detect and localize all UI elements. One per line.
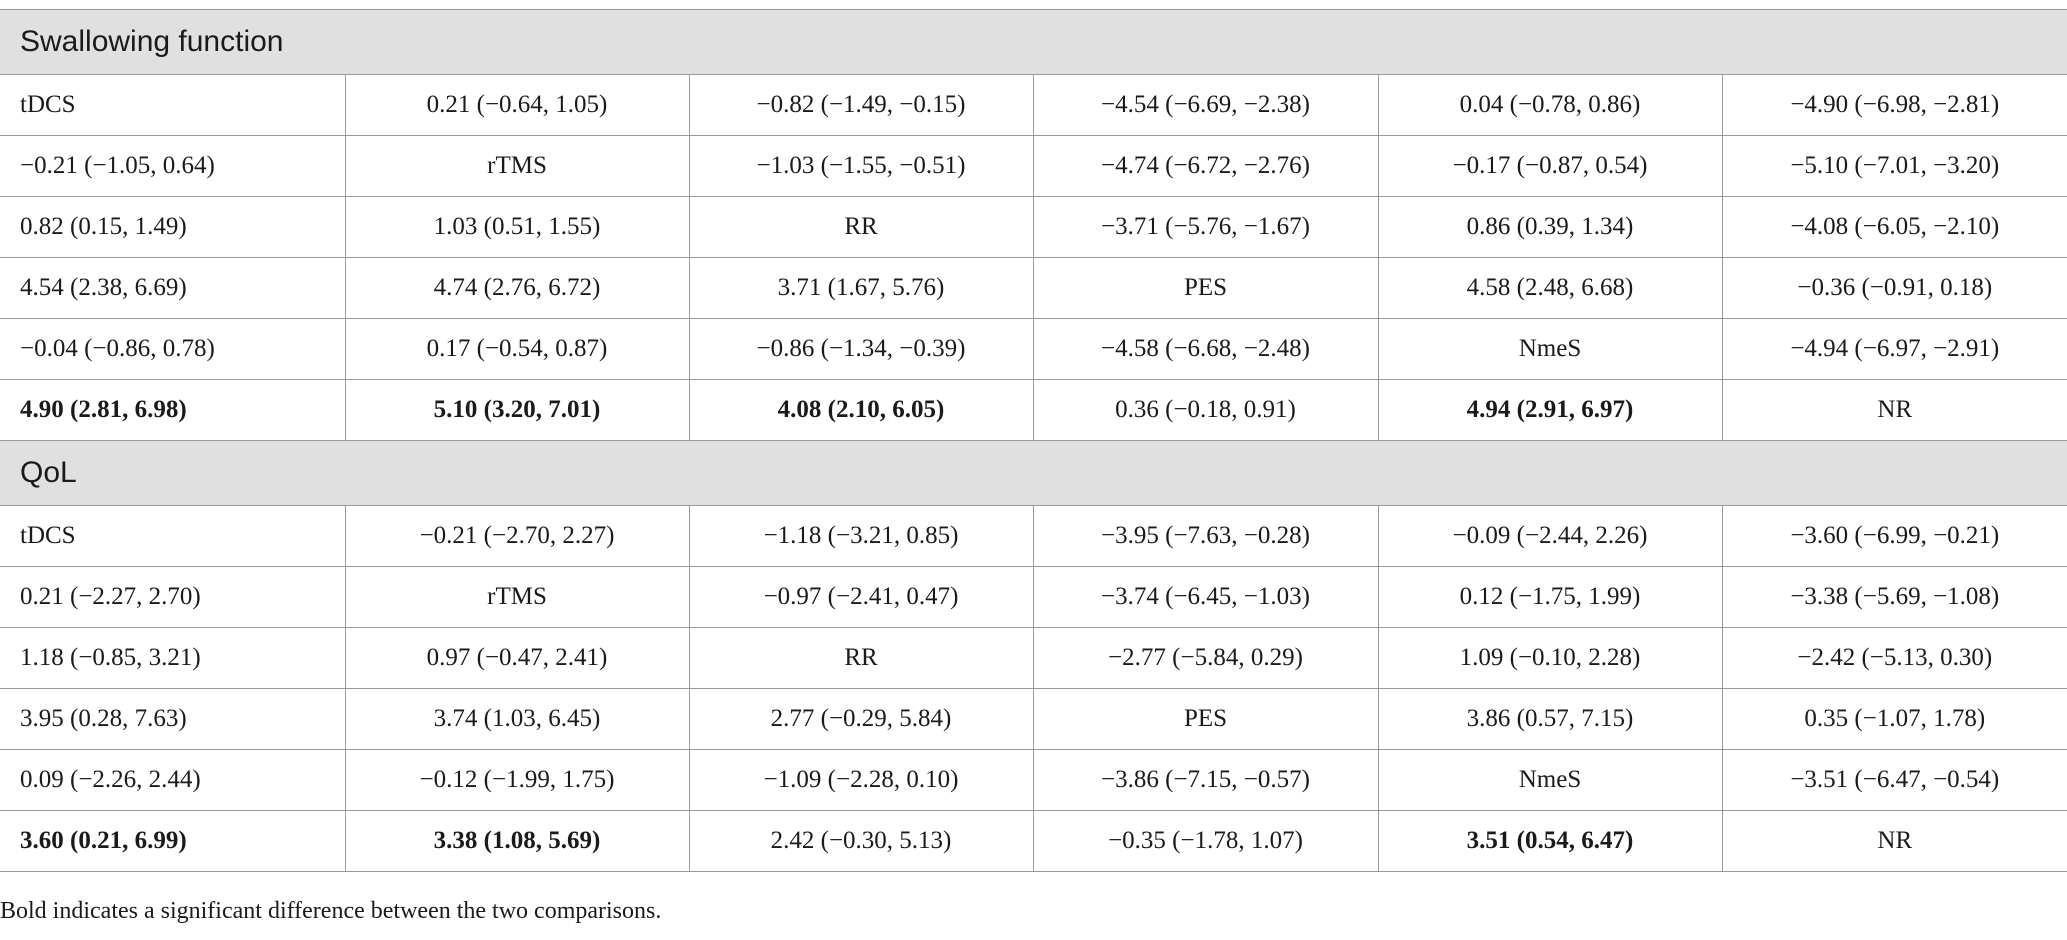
table-row: 3.95 (0.28, 7.63) 3.74 (1.03, 6.45) 2.77 (…: [0, 688, 2067, 750]
table-row: 4.54 (2.38, 6.69) 4.74 (2.76, 6.72) 3.71 (…: [0, 257, 2067, 319]
comparison-cell: −0.21 (−2.70, 2.27): [344, 505, 690, 567]
comparison-cell: 0.09 (−2.26, 2.44): [0, 749, 346, 811]
comparison-cell: 0.04 (−0.78, 0.86): [1377, 74, 1723, 136]
comparison-cell: −0.17 (−0.87, 0.54): [1377, 135, 1723, 197]
comparison-cell: 0.21 (−0.64, 1.05): [344, 74, 690, 136]
treatment-label-cell: rTMS: [344, 566, 690, 628]
treatment-label-cell: PES: [1032, 257, 1379, 319]
comparison-cell: 0.21 (−2.27, 2.70): [0, 566, 346, 628]
comparison-cell: 3.60 (0.21, 6.99): [0, 810, 346, 872]
comparison-cell: 4.08 (2.10, 6.05): [688, 379, 1034, 441]
table-row: 0.21 (−2.27, 2.70) rTMS −0.97 (−2.41, 0.47…: [0, 566, 2067, 628]
comparison-cell: 5.10 (3.20, 7.01): [344, 379, 690, 441]
comparison-cell: 0.86 (0.39, 1.34): [1377, 196, 1723, 258]
comparison-cell: −0.35 (−1.78, 1.07): [1032, 810, 1379, 872]
comparison-cell: 1.18 (−0.85, 3.21): [0, 627, 346, 689]
comparison-cell: 3.51 (0.54, 6.47): [1377, 810, 1723, 872]
comparison-cell: 3.74 (1.03, 6.45): [344, 688, 690, 750]
comparison-cell: −4.54 (−6.69, −2.38): [1032, 74, 1379, 136]
comparison-cell: −3.74 (−6.45, −1.03): [1032, 566, 1379, 628]
comparison-cell: −1.18 (−3.21, 0.85): [688, 505, 1034, 567]
league-table-body: Swallowing function tDCS 0.21 (−0.64, 1.05…: [0, 9, 2067, 872]
table-row: tDCS −0.21 (−2.70, 2.27) −1.18 (−3.21, 0.8…: [0, 505, 2067, 567]
treatment-label-cell: RR: [688, 196, 1034, 258]
comparison-cell: −3.95 (−7.63, −0.28): [1032, 505, 1379, 567]
comparison-cell: 4.54 (2.38, 6.69): [0, 257, 346, 319]
treatment-label-cell: NR: [1721, 810, 2067, 872]
comparison-cell: −0.12 (−1.99, 1.75): [344, 749, 690, 811]
comparison-cell: 1.03 (0.51, 1.55): [344, 196, 690, 258]
comparison-cell: −0.36 (−0.91, 0.18): [1721, 257, 2067, 319]
league-table: Swallowing function tDCS 0.21 (−0.64, 1.05…: [0, 9, 2067, 872]
comparison-cell: 2.77 (−0.29, 5.84): [688, 688, 1034, 750]
table-row: −0.21 (−1.05, 0.64) rTMS −1.03 (−1.55, −0.…: [0, 135, 2067, 197]
section-header-row: Swallowing function: [0, 9, 2067, 75]
comparison-cell: −0.04 (−0.86, 0.78): [0, 318, 346, 380]
comparison-cell: −3.71 (−5.76, −1.67): [1032, 196, 1379, 258]
treatment-label-cell: PES: [1032, 688, 1379, 750]
comparison-cell: −4.58 (−6.68, −2.48): [1032, 318, 1379, 380]
section-header-row: QoL: [0, 440, 2067, 506]
comparison-cell: 3.71 (1.67, 5.76): [688, 257, 1034, 319]
comparison-cell: −0.86 (−1.34, −0.39): [688, 318, 1034, 380]
comparison-cell: 0.97 (−0.47, 2.41): [344, 627, 690, 689]
treatment-label-cell: NR: [1721, 379, 2067, 441]
treatment-label-cell: tDCS: [0, 74, 346, 136]
comparison-cell: −0.21 (−1.05, 0.64): [0, 135, 346, 197]
comparison-cell: −0.82 (−1.49, −0.15): [688, 74, 1034, 136]
comparison-cell: −3.38 (−5.69, −1.08): [1721, 566, 2067, 628]
comparison-cell: 0.82 (0.15, 1.49): [0, 196, 346, 258]
treatment-label-cell: NmeS: [1377, 749, 1723, 811]
comparison-cell: 4.90 (2.81, 6.98): [0, 379, 346, 441]
comparison-cell: −1.09 (−2.28, 0.10): [688, 749, 1034, 811]
comparison-cell: 3.38 (1.08, 5.69): [344, 810, 690, 872]
treatment-label-cell: rTMS: [344, 135, 690, 197]
comparison-cell: 0.36 (−0.18, 0.91): [1032, 379, 1379, 441]
comparison-cell: −3.51 (−6.47, −0.54): [1721, 749, 2067, 811]
table-row: −0.04 (−0.86, 0.78) 0.17 (−0.54, 0.87) −0.…: [0, 318, 2067, 380]
comparison-cell: −4.90 (−6.98, −2.81): [1721, 74, 2067, 136]
section-title: Swallowing function: [0, 9, 2067, 75]
table-footnote: Bold indicates a significant difference …: [0, 898, 662, 924]
comparison-cell: −4.08 (−6.05, −2.10): [1721, 196, 2067, 258]
section-title: QoL: [0, 440, 2067, 506]
comparison-cell: −0.09 (−2.44, 2.26): [1377, 505, 1723, 567]
comparison-cell: −4.94 (−6.97, −2.91): [1721, 318, 2067, 380]
comparison-cell: 0.17 (−0.54, 0.87): [344, 318, 690, 380]
comparison-cell: −2.77 (−5.84, 0.29): [1032, 627, 1379, 689]
comparison-cell: −5.10 (−7.01, −3.20): [1721, 135, 2067, 197]
table-row: tDCS 0.21 (−0.64, 1.05) −0.82 (−1.49, −0.1…: [0, 74, 2067, 136]
comparison-cell: −1.03 (−1.55, −0.51): [688, 135, 1034, 197]
comparison-cell: 3.86 (0.57, 7.15): [1377, 688, 1723, 750]
table-row: 1.18 (−0.85, 3.21) 0.97 (−0.47, 2.41) RR −2…: [0, 627, 2067, 689]
comparison-cell: 3.95 (0.28, 7.63): [0, 688, 346, 750]
comparison-cell: −3.60 (−6.99, −0.21): [1721, 505, 2067, 567]
comparison-cell: 4.58 (2.48, 6.68): [1377, 257, 1723, 319]
table-row: 4.90 (2.81, 6.98) 5.10 (3.20, 7.01) 4.08 (…: [0, 379, 2067, 441]
comparison-cell: −0.97 (−2.41, 0.47): [688, 566, 1034, 628]
table-row: 0.82 (0.15, 1.49) 1.03 (0.51, 1.55) RR −3.7…: [0, 196, 2067, 258]
comparison-cell: 4.94 (2.91, 6.97): [1377, 379, 1723, 441]
comparison-cell: 4.74 (2.76, 6.72): [344, 257, 690, 319]
comparison-cell: −2.42 (−5.13, 0.30): [1721, 627, 2067, 689]
comparison-cell: 2.42 (−0.30, 5.13): [688, 810, 1034, 872]
comparison-cell: −3.86 (−7.15, −0.57): [1032, 749, 1379, 811]
treatment-label-cell: NmeS: [1377, 318, 1723, 380]
table-row: 3.60 (0.21, 6.99) 3.38 (1.08, 5.69) 2.42 (…: [0, 810, 2067, 872]
treatment-label-cell: tDCS: [0, 505, 346, 567]
comparison-cell: 0.35 (−1.07, 1.78): [1721, 688, 2067, 750]
table-row: 0.09 (−2.26, 2.44) −0.12 (−1.99, 1.75) −1.…: [0, 749, 2067, 811]
comparison-cell: −4.74 (−6.72, −2.76): [1032, 135, 1379, 197]
comparison-cell: 1.09 (−0.10, 2.28): [1377, 627, 1723, 689]
comparison-cell: 0.12 (−1.75, 1.99): [1377, 566, 1723, 628]
treatment-label-cell: RR: [688, 627, 1034, 689]
